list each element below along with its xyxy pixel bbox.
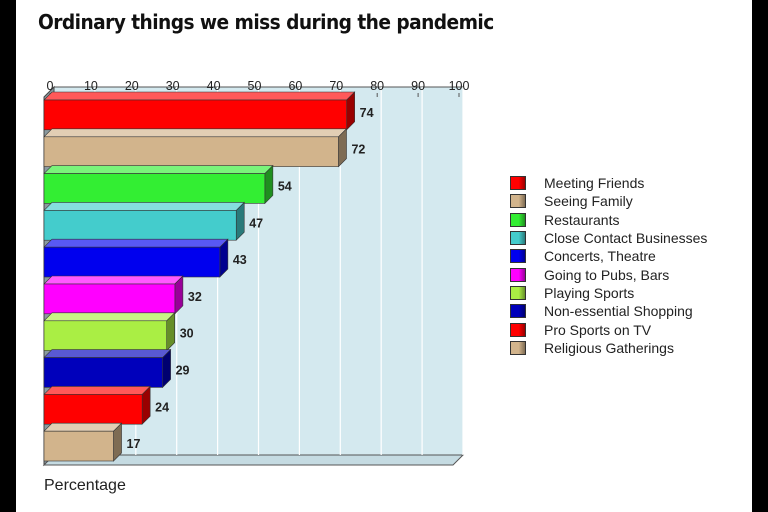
x-tick-label: 70: [329, 79, 343, 93]
plot-area: 0 10 20 30 40 50 60 70 80 90 100 74 72 54 47 43 32 30 29 24…: [42, 79, 470, 467]
bar: [43, 394, 143, 425]
legend-label: Non-essential Shopping: [544, 303, 693, 320]
bar-top-face: [43, 91, 356, 101]
legend-swatch: [510, 340, 526, 355]
legend-item: Going to Pubs, Bars: [510, 265, 707, 283]
x-tick-label: 50: [248, 79, 262, 93]
legend-swatch: [510, 267, 526, 282]
data-label: 74: [360, 106, 374, 120]
legend-item: Meeting Friends: [510, 174, 707, 192]
bar: [43, 136, 339, 167]
x-tick-label: 40: [207, 79, 221, 93]
bar: [43, 283, 176, 315]
x-tick-label: 80: [370, 79, 384, 93]
bar-top-face: [43, 422, 123, 432]
legend-label: Going to Pubs, Bars: [544, 266, 670, 283]
bar-top-face: [43, 128, 348, 138]
bar: [43, 246, 221, 278]
x-tick-label: 30: [166, 79, 180, 93]
legend-label: Close Contact Businesses: [544, 230, 708, 247]
legend-label: Pro Sports on TV: [544, 321, 652, 338]
data-label: 32: [188, 290, 202, 304]
legend-item: Seeing Family: [510, 192, 707, 210]
legend-swatch: [510, 176, 526, 191]
legend-item: Restaurants: [510, 211, 707, 229]
bar: [43, 357, 163, 388]
legend-label: Religious Gatherings: [544, 339, 674, 356]
legend-swatch: [510, 231, 526, 246]
legend-item: Close Contact Businesses: [510, 229, 707, 247]
x-tick-label: 10: [84, 79, 98, 93]
data-label: 24: [155, 400, 169, 414]
bar-top-face: [43, 202, 245, 211]
legend: Meeting Friends Seeing Family Restaurants C…: [510, 174, 707, 357]
x-axis-label: Percentage: [44, 477, 126, 494]
bar: [43, 99, 347, 131]
chart-title: Ordinary things we miss during the pande…: [38, 10, 494, 34]
legend-item: Pro Sports on TV: [510, 320, 707, 338]
legend-label: Restaurants: [544, 211, 620, 228]
legend-item: Religious Gatherings: [510, 339, 707, 357]
legend-swatch: [510, 304, 526, 319]
bar-top-face: [43, 312, 176, 322]
x-tick-label: 0: [47, 79, 54, 93]
bar: [43, 430, 114, 462]
legend-swatch: [510, 285, 526, 300]
legend-label: Seeing Family: [544, 193, 633, 210]
bar: [43, 173, 266, 204]
x-tick-label: 60: [288, 79, 302, 93]
bar-top-face: [43, 349, 172, 358]
legend-label: Meeting Friends: [544, 175, 645, 192]
bar: [43, 210, 237, 241]
legend-item: Playing Sports: [510, 284, 707, 302]
data-label: 29: [176, 364, 190, 378]
data-label: 30: [180, 327, 194, 341]
data-label: 43: [233, 253, 247, 267]
x-tick-label: 20: [125, 79, 139, 93]
bar-top-face: [43, 386, 151, 395]
data-label: 47: [249, 216, 263, 230]
legend-swatch: [510, 212, 526, 227]
data-label: 17: [127, 437, 141, 451]
bar: [43, 320, 167, 351]
chart-canvas: Ordinary things we miss during the pande…: [16, 0, 752, 512]
bar-top-face: [43, 165, 274, 174]
legend-label: Concerts, Theatre: [544, 248, 656, 265]
bar-top-face: [43, 238, 229, 248]
data-label: 54: [278, 180, 292, 194]
x-tick-label: 90: [411, 79, 425, 93]
legend-item: Concerts, Theatre: [510, 247, 707, 265]
data-label: 72: [351, 143, 365, 157]
bar-top-face: [43, 275, 184, 285]
legend-label: Playing Sports: [544, 284, 635, 301]
legend-item: Non-essential Shopping: [510, 302, 707, 320]
legend-swatch: [510, 249, 526, 264]
x-tick-label: 100: [449, 79, 470, 93]
legend-swatch: [510, 194, 526, 209]
legend-swatch: [510, 322, 526, 337]
